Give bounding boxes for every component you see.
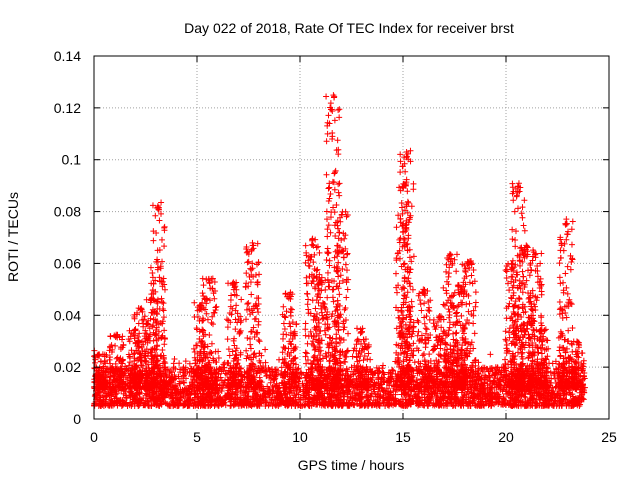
roti-point xyxy=(295,391,302,398)
grid-lines xyxy=(94,56,609,419)
roti-point xyxy=(220,361,227,368)
roti-point xyxy=(303,350,310,357)
roti-point xyxy=(215,354,222,361)
roti-point xyxy=(486,373,493,380)
roti-point xyxy=(294,366,301,373)
roti-point xyxy=(547,369,554,376)
roti-point xyxy=(266,374,273,381)
roti-point xyxy=(451,395,458,402)
roti-point xyxy=(237,394,244,401)
roti-point xyxy=(481,372,488,379)
roti-point xyxy=(181,379,188,386)
roti-point xyxy=(124,376,131,383)
roti-point xyxy=(411,359,418,366)
roti-point xyxy=(278,364,285,371)
chart-title: Day 022 of 2018, Rate Of TEC Index for r… xyxy=(184,20,514,36)
roti-point xyxy=(175,373,182,380)
roti-point xyxy=(262,359,269,366)
data-points xyxy=(91,92,588,410)
roti-point xyxy=(273,372,279,379)
roti-point xyxy=(478,365,485,372)
roti-point xyxy=(364,356,371,363)
roti-point xyxy=(367,356,374,363)
roti-point xyxy=(468,390,475,397)
